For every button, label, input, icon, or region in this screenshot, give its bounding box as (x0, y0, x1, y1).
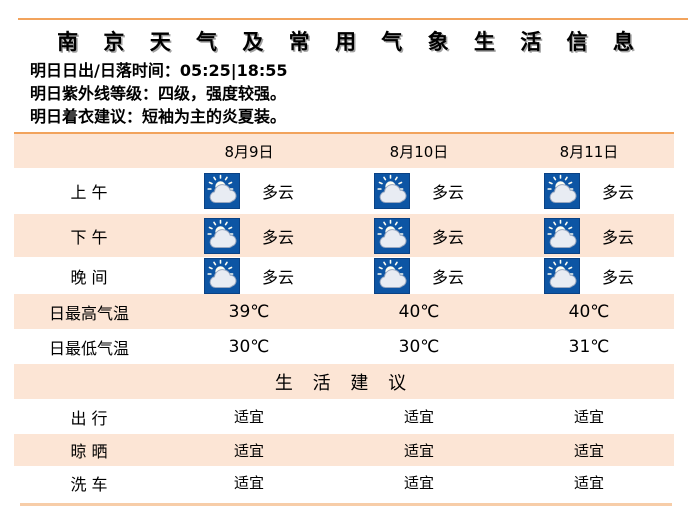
partly-cloudy-icon (373, 173, 410, 209)
life-advice-section-header: 生 活 建 议 (14, 364, 674, 399)
condition-text: 多云 (261, 267, 294, 287)
clothing-advice-label: 明日着衣建议： (30, 107, 143, 126)
travel-advice-value: 适宜 (233, 408, 264, 426)
row-label-evening: 晚 间 (70, 267, 108, 287)
drying-advice-value: 适宜 (233, 441, 264, 460)
row-label-car-wash: 洗 车 (70, 474, 108, 494)
table-header-row: 8月9日 8月10日 8月11日 (14, 134, 674, 168)
condition-text: 多云 (601, 183, 634, 202)
uv-level-value: 四级，强度较强。 (158, 84, 287, 103)
table-row-low-temp: 日最低气温 30℃ 30℃ 31℃ (14, 329, 674, 364)
low-temp-value: 30℃ (398, 336, 440, 357)
car-wash-advice-value: 适宜 (573, 474, 604, 492)
high-temp-value: 39℃ (228, 301, 270, 322)
top-divider-line (18, 18, 688, 20)
car-wash-advice-value: 适宜 (233, 474, 264, 492)
uv-level-label: 明日紫外线等级： (30, 84, 159, 103)
row-label-morning: 上 午 (70, 183, 108, 202)
row-label-afternoon: 下 午 (70, 227, 108, 247)
partly-cloudy-icon (373, 217, 410, 254)
partly-cloudy-icon (543, 173, 580, 209)
weather-table: 8月9日 8月10日 8月11日 上 午 多云 多云 多云 下 午 多云 多云 (14, 132, 674, 499)
partly-cloudy-icon (203, 257, 240, 294)
low-temp-value: 31℃ (568, 336, 610, 357)
clothing-advice-line: 明日着衣建议：短袖为主的炎夏装。 (30, 105, 670, 128)
travel-advice-value: 适宜 (403, 408, 434, 426)
row-label-travel: 出 行 (70, 408, 108, 428)
sunrise-sunset-value: 05:25|18:55 (179, 61, 288, 80)
row-label-high-temp: 日最高气温 (48, 303, 129, 323)
travel-advice-value: 适宜 (573, 408, 604, 426)
high-temp-value: 40℃ (398, 301, 440, 322)
row-label-drying: 晾 晒 (70, 442, 108, 461)
table-row-high-temp: 日最高气温 39℃ 40℃ 40℃ (14, 294, 674, 329)
table-row-afternoon: 下 午 多云 多云 多云 (14, 214, 674, 257)
drying-advice-value: 适宜 (573, 441, 604, 460)
sunrise-sunset-line: 明日日出/日落时间：05:25|18:55 (30, 59, 670, 82)
condition-text: 多云 (431, 183, 464, 202)
partly-cloudy-icon (203, 173, 240, 209)
table-row-drying: 晾 晒 适宜 适宜 适宜 (14, 434, 674, 466)
condition-text: 多云 (431, 227, 464, 247)
table-row-car-wash: 洗 车 适宜 适宜 适宜 (14, 466, 674, 499)
condition-text: 多云 (431, 267, 464, 287)
date-header-3: 8月11日 (559, 142, 619, 161)
life-advice-title: 生 活 建 议 (274, 372, 414, 394)
table-row-morning: 上 午 多云 多云 多云 (14, 168, 674, 214)
date-header-2: 8月10日 (389, 142, 449, 161)
uv-level-line: 明日紫外线等级：四级，强度较强。 (30, 82, 670, 105)
table-row-travel: 出 行 适宜 适宜 适宜 (14, 399, 674, 434)
condition-text: 多云 (261, 227, 294, 247)
low-temp-value: 30℃ (228, 336, 270, 357)
page-title: 南 京 天 气 及 常 用 气 象 生 活 信 息 (57, 30, 643, 54)
condition-text: 多云 (601, 267, 634, 287)
info-block: 明日日出/日落时间：05:25|18:55 明日紫外线等级：四级，强度较强。 明… (30, 59, 670, 128)
car-wash-advice-value: 适宜 (403, 474, 434, 492)
high-temp-value: 40℃ (568, 301, 610, 322)
condition-text: 多云 (261, 183, 294, 202)
date-header-1: 8月9日 (224, 142, 274, 161)
table-row-evening: 晚 间 多云 多云 多云 (14, 257, 674, 294)
bottom-divider-line (20, 503, 672, 506)
sunrise-sunset-label: 明日日出/日落时间： (30, 61, 180, 80)
condition-text: 多云 (601, 227, 634, 247)
clothing-advice-value: 短袖为主的炎夏装。 (142, 107, 287, 126)
partly-cloudy-icon (373, 257, 410, 294)
partly-cloudy-icon (543, 257, 580, 294)
row-label-low-temp: 日最低气温 (48, 338, 129, 358)
partly-cloudy-icon (543, 217, 580, 254)
partly-cloudy-icon (203, 217, 240, 254)
drying-advice-value: 适宜 (403, 441, 434, 460)
